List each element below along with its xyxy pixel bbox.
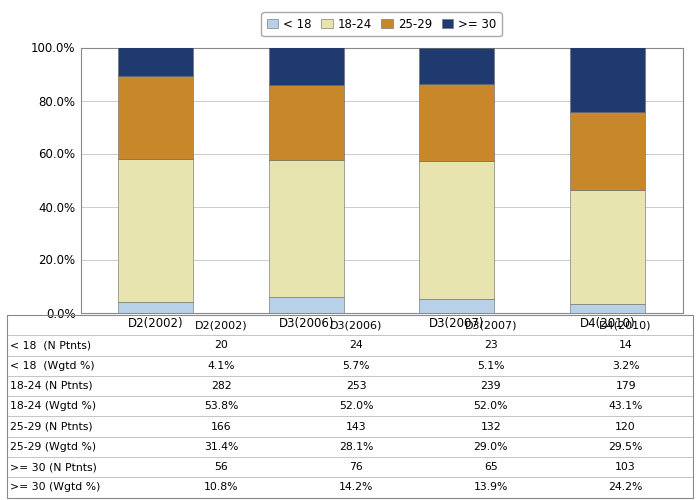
Text: 166: 166 [211, 422, 232, 432]
Text: 143: 143 [346, 422, 366, 432]
Text: 56: 56 [214, 462, 228, 472]
Text: 3.2%: 3.2% [612, 360, 639, 370]
Text: 103: 103 [615, 462, 636, 472]
Legend: < 18, 18-24, 25-29, >= 30: < 18, 18-24, 25-29, >= 30 [261, 12, 502, 36]
Text: 14: 14 [619, 340, 633, 350]
Bar [269, 85, 344, 160]
Bar [419, 299, 494, 312]
Text: D3(2007): D3(2007) [465, 320, 517, 330]
Bar [118, 76, 193, 159]
Text: 23: 23 [484, 340, 498, 350]
Text: < 18  (Wgtd %): < 18 (Wgtd %) [10, 360, 95, 370]
Bar [570, 48, 645, 112]
Text: 132: 132 [481, 422, 501, 432]
Text: 43.1%: 43.1% [608, 401, 643, 411]
Text: 29.5%: 29.5% [608, 442, 643, 452]
Text: 25-29 (N Ptnts): 25-29 (N Ptnts) [10, 422, 93, 432]
Bar [570, 304, 645, 312]
Bar [118, 302, 193, 312]
Text: 52.0%: 52.0% [474, 401, 508, 411]
Text: 52.0%: 52.0% [339, 401, 373, 411]
Text: >= 30 (Wgtd %): >= 30 (Wgtd %) [10, 482, 101, 492]
Text: 53.8%: 53.8% [204, 401, 239, 411]
Text: 28.1%: 28.1% [339, 442, 373, 452]
Text: 13.9%: 13.9% [474, 482, 508, 492]
Text: 239: 239 [481, 381, 501, 391]
Text: 14.2%: 14.2% [339, 482, 373, 492]
Text: < 18  (N Ptnts): < 18 (N Ptnts) [10, 340, 92, 350]
Text: 65: 65 [484, 462, 498, 472]
Bar [419, 161, 494, 299]
Text: 31.4%: 31.4% [204, 442, 239, 452]
Bar [570, 112, 645, 190]
Bar [269, 160, 344, 298]
Bar [269, 298, 344, 312]
Text: 76: 76 [349, 462, 363, 472]
Text: >= 30 (N Ptnts): >= 30 (N Ptnts) [10, 462, 97, 472]
Text: D4(2010): D4(2010) [599, 320, 652, 330]
Text: 24.2%: 24.2% [608, 482, 643, 492]
Bar [419, 48, 494, 84]
Text: 5.7%: 5.7% [342, 360, 370, 370]
Text: 20: 20 [214, 340, 228, 350]
Bar [118, 159, 193, 302]
Text: 18-24 (Wgtd %): 18-24 (Wgtd %) [10, 401, 97, 411]
Text: 29.0%: 29.0% [474, 442, 508, 452]
Text: 179: 179 [615, 381, 636, 391]
Text: 4.1%: 4.1% [208, 360, 235, 370]
Text: 253: 253 [346, 381, 366, 391]
Bar [419, 84, 494, 161]
Bar [570, 190, 645, 304]
Bar [269, 48, 344, 85]
Text: 24: 24 [349, 340, 363, 350]
Text: 18-24 (N Ptnts): 18-24 (N Ptnts) [10, 381, 93, 391]
Text: 5.1%: 5.1% [477, 360, 505, 370]
Bar [118, 47, 193, 76]
Text: D2(2002): D2(2002) [195, 320, 248, 330]
Text: 25-29 (Wgtd %): 25-29 (Wgtd %) [10, 442, 97, 452]
Text: D3(2006): D3(2006) [330, 320, 382, 330]
Text: 282: 282 [211, 381, 232, 391]
Text: 10.8%: 10.8% [204, 482, 239, 492]
Text: 120: 120 [615, 422, 636, 432]
